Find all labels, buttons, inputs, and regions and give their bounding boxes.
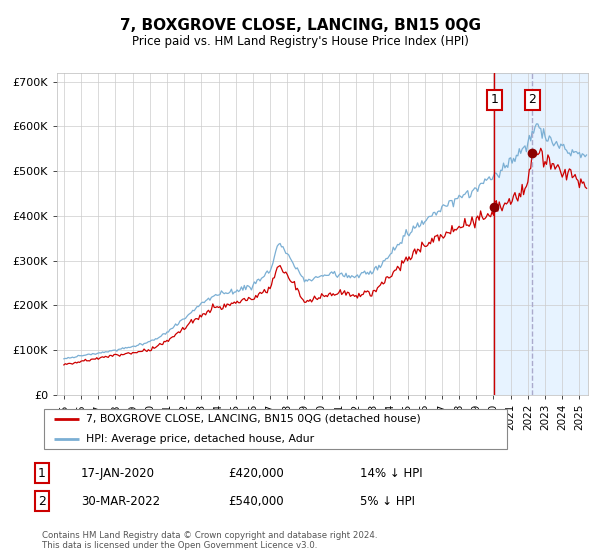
FancyBboxPatch shape	[44, 409, 507, 449]
Text: 14% ↓ HPI: 14% ↓ HPI	[360, 466, 422, 480]
Text: 2: 2	[38, 494, 46, 508]
Text: £420,000: £420,000	[228, 466, 284, 480]
Text: Contains HM Land Registry data © Crown copyright and database right 2024.
This d: Contains HM Land Registry data © Crown c…	[42, 530, 377, 550]
Text: 17-JAN-2020: 17-JAN-2020	[81, 466, 155, 480]
Text: Price paid vs. HM Land Registry's House Price Index (HPI): Price paid vs. HM Land Registry's House …	[131, 35, 469, 49]
Bar	[494, 73, 588, 395]
Text: 5% ↓ HPI: 5% ↓ HPI	[360, 494, 415, 508]
Text: 7, BOXGROVE CLOSE, LANCING, BN15 0QG: 7, BOXGROVE CLOSE, LANCING, BN15 0QG	[119, 18, 481, 32]
Text: 2: 2	[528, 93, 536, 106]
Text: 1: 1	[38, 466, 46, 480]
Text: £540,000: £540,000	[228, 494, 284, 508]
Text: 30-MAR-2022: 30-MAR-2022	[81, 494, 160, 508]
Text: 1: 1	[490, 93, 498, 106]
Text: 7, BOXGROVE CLOSE, LANCING, BN15 0QG (detached house): 7, BOXGROVE CLOSE, LANCING, BN15 0QG (de…	[86, 414, 421, 424]
Text: HPI: Average price, detached house, Adur: HPI: Average price, detached house, Adur	[86, 434, 314, 444]
